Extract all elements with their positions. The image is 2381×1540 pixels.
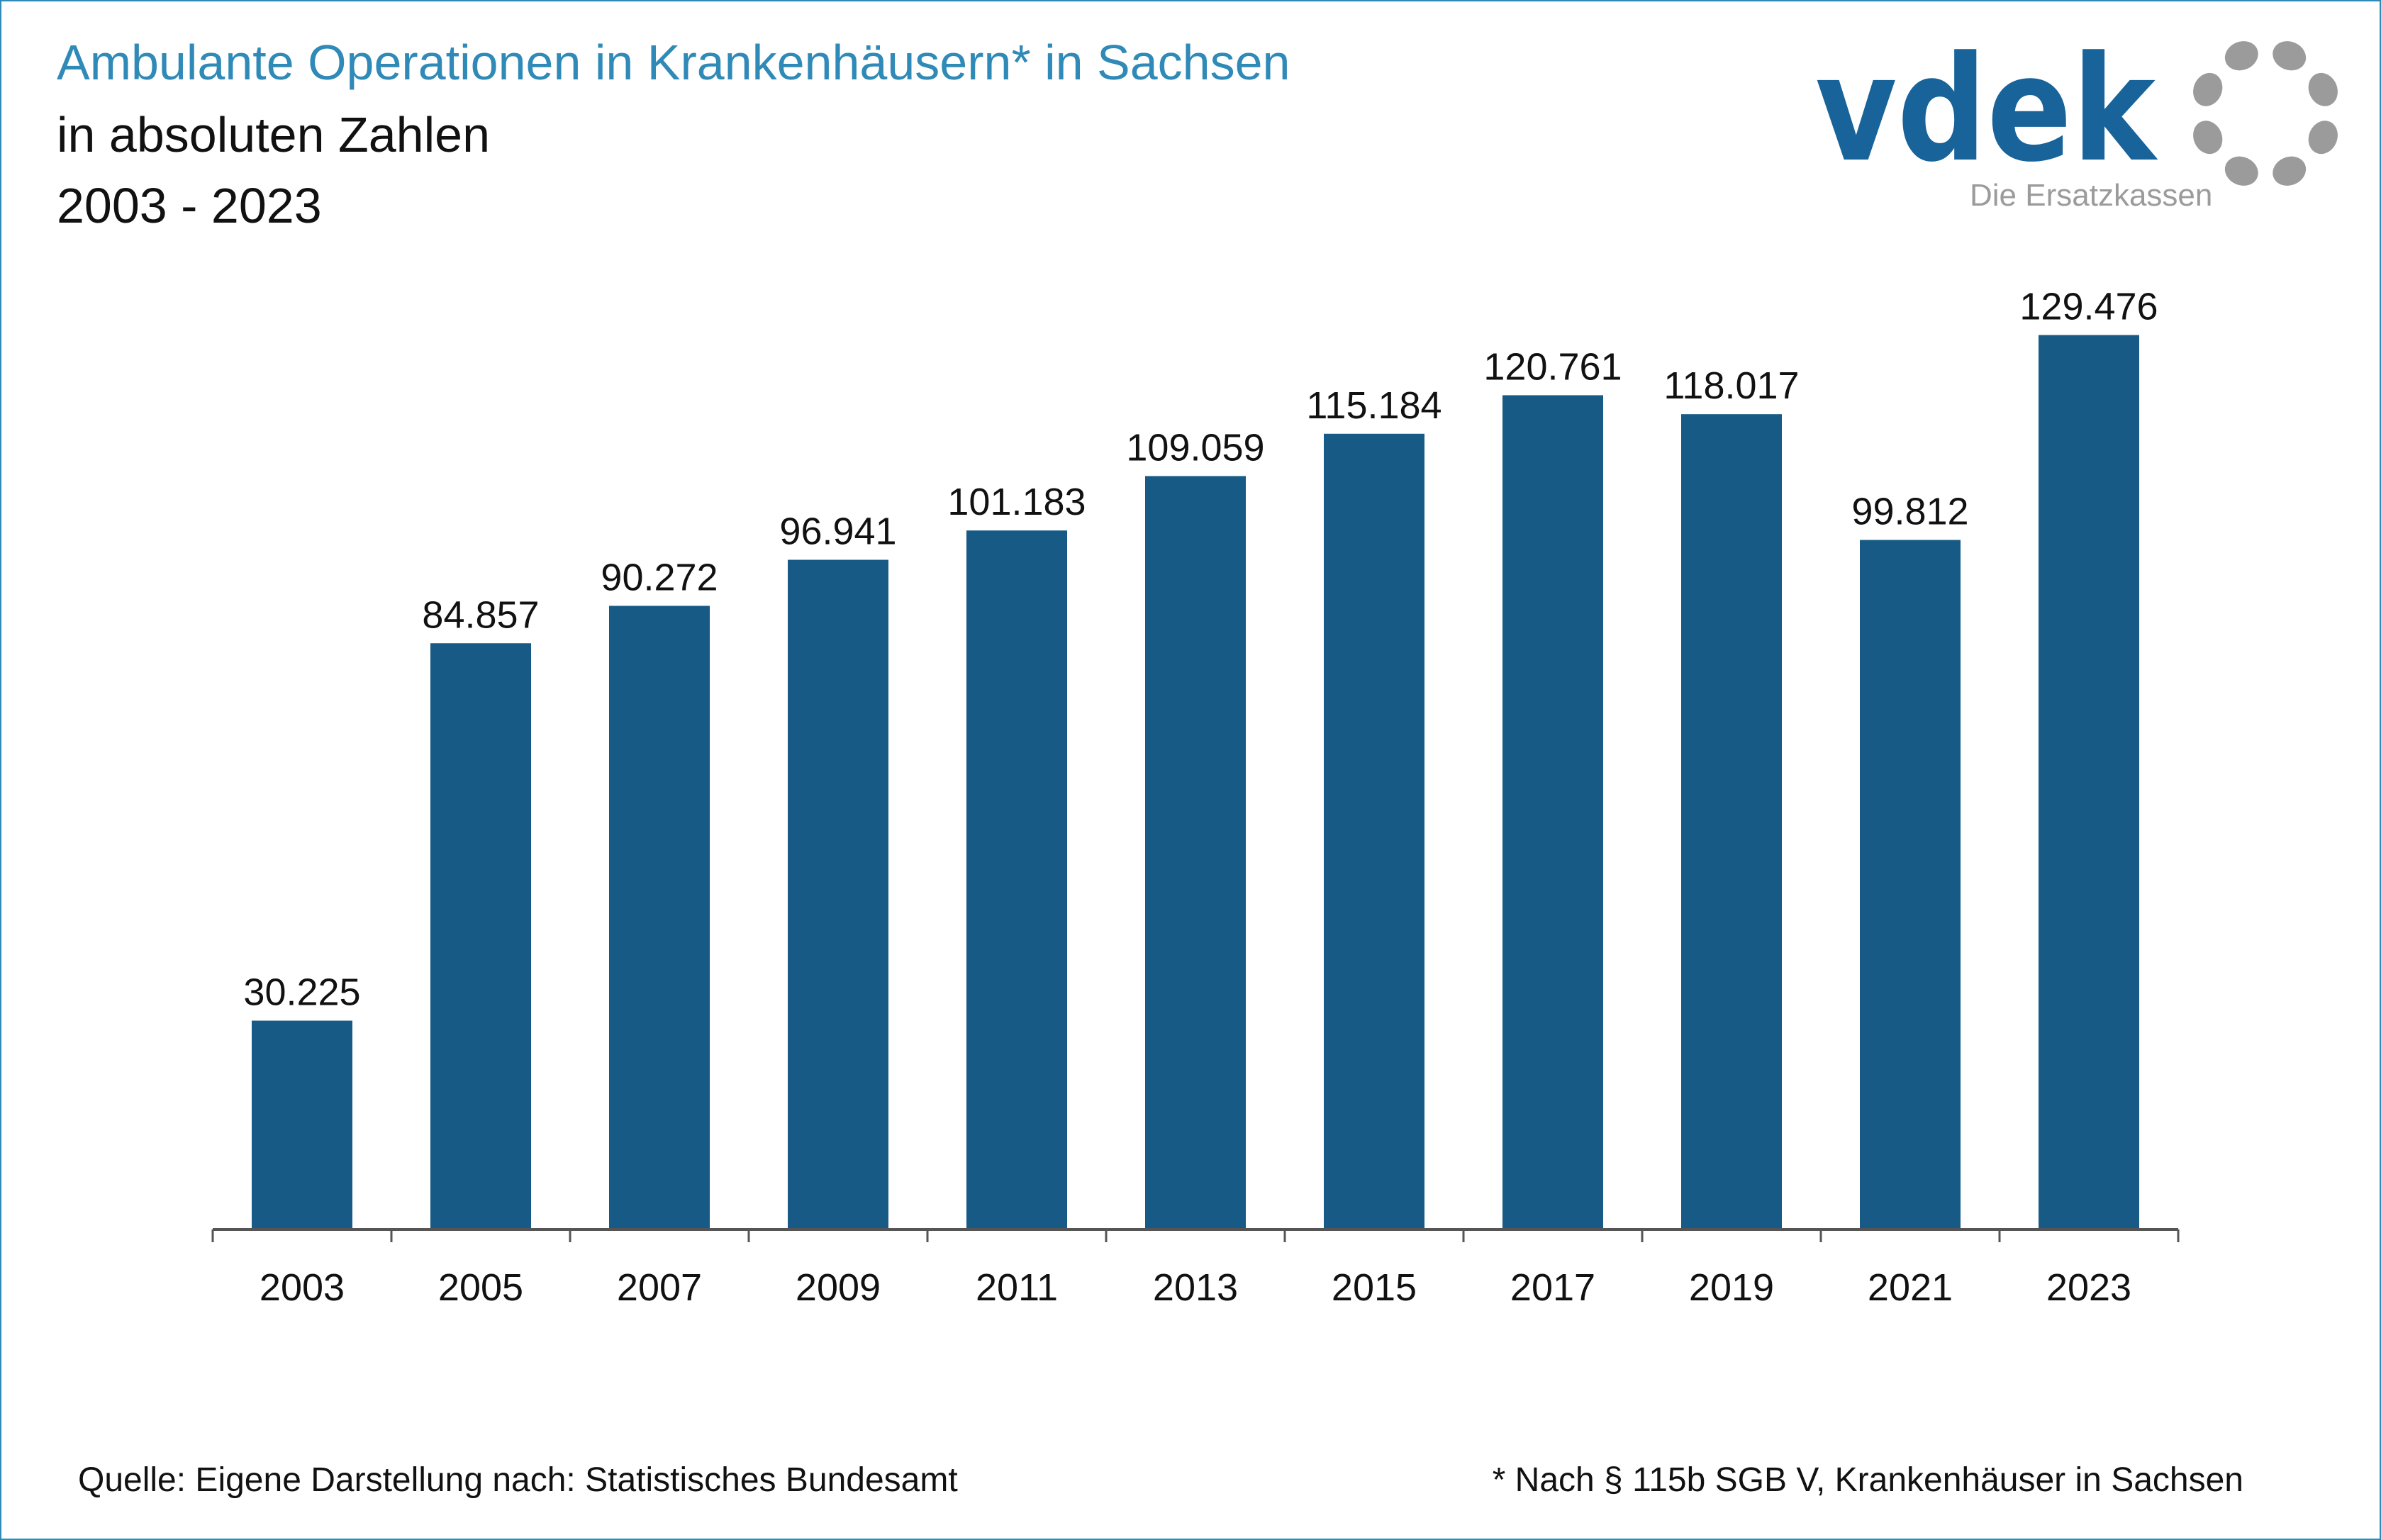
circle-of-dots-icon	[2193, 41, 2338, 186]
data-label-2003: 30.225	[243, 971, 360, 1014]
chart-period: 2003 - 2023	[57, 178, 322, 233]
x-tick-label-2013: 2013	[1153, 1266, 1238, 1309]
logo-dot	[2308, 72, 2338, 106]
x-tick-label-2009: 2009	[796, 1266, 881, 1309]
bar-2003	[252, 1020, 352, 1229]
bar-2005	[430, 643, 531, 1229]
x-tick-label-2007: 2007	[617, 1266, 702, 1309]
bar-2017	[1502, 395, 1603, 1229]
bar-2011	[966, 530, 1067, 1229]
data-label-2005: 84.857	[422, 593, 539, 636]
x-tick-label-2017: 2017	[1510, 1266, 1595, 1309]
logo-dot	[2273, 41, 2307, 71]
logo-dot	[2193, 121, 2223, 155]
bar-2009	[788, 559, 888, 1229]
x-tick-label-2003: 2003	[260, 1266, 345, 1309]
data-label-2011: 101.183	[947, 481, 1086, 523]
data-label-2021: 99.812	[1851, 491, 1968, 533]
logo-tagline: Die Ersatzkassen	[1970, 178, 2212, 213]
x-tick-label-2011: 2011	[976, 1266, 1058, 1309]
chart-title: Ambulante Operationen in Krankenhäusern*…	[57, 35, 1290, 90]
vdek-logo: vdek Die Ersatzkassen	[1815, 35, 2338, 213]
data-label-2017: 120.761	[1483, 345, 1622, 388]
data-label-2009: 96.941	[779, 510, 896, 553]
logo-dot	[2193, 72, 2223, 106]
bar-2023	[2039, 335, 2139, 1229]
bar-2019	[1681, 414, 1782, 1229]
bar-2007	[609, 606, 710, 1229]
x-tick-label-2021: 2021	[1868, 1266, 1953, 1309]
chart-subtitle: in absoluten Zahlen	[57, 107, 490, 162]
data-label-2007: 90.272	[601, 556, 718, 598]
x-tick-label-2019: 2019	[1689, 1266, 1774, 1309]
logo-dot	[2224, 156, 2258, 186]
bar-2015	[1324, 433, 1424, 1229]
logo-dot	[2273, 156, 2307, 186]
footnote: * Nach § 115b SGB V, Krankenhäuser in Sa…	[1492, 1461, 2243, 1499]
x-tick-label-2023: 2023	[2046, 1266, 2131, 1309]
data-label-2019: 118.017	[1663, 364, 1799, 407]
logo-wordmark: vdek	[1815, 35, 2158, 194]
logo-dot	[2224, 41, 2258, 71]
bar-2021	[1860, 540, 1961, 1229]
bar-2013	[1145, 476, 1246, 1229]
x-tick-label-2015: 2015	[1332, 1266, 1417, 1309]
data-label-2013: 109.059	[1126, 426, 1264, 469]
data-label-2023: 129.476	[2019, 286, 2158, 328]
x-tick-label-2005: 2005	[438, 1266, 523, 1309]
data-label-2015: 115.184	[1306, 384, 1442, 427]
logo-dot	[2308, 121, 2338, 155]
source-note: Quelle: Eigene Darstellung nach: Statist…	[78, 1461, 958, 1499]
